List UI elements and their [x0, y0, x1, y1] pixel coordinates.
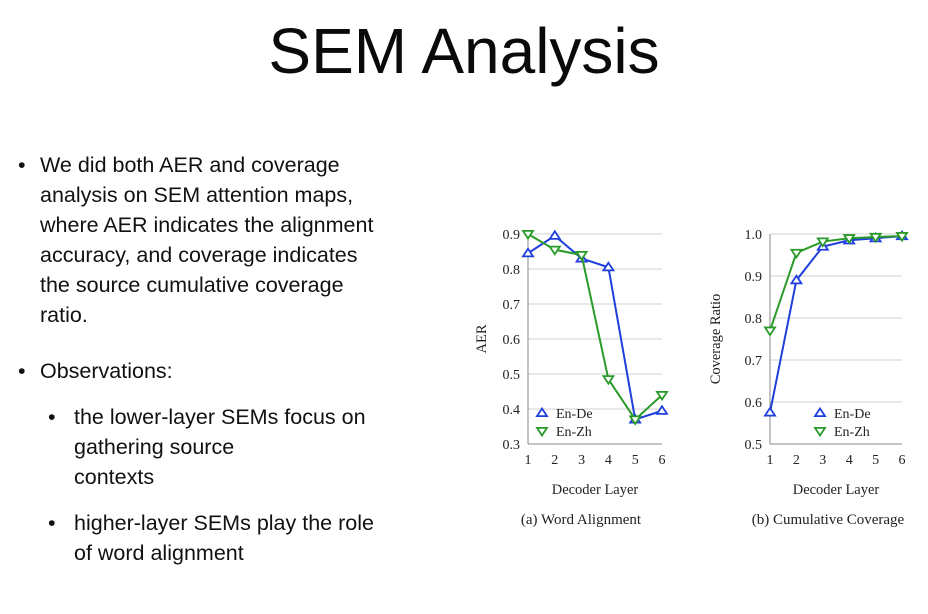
legend-marker-en-zh: [813, 426, 827, 438]
x-tick-label: 2: [793, 453, 800, 468]
legend-label-en-de: En-De: [556, 407, 593, 422]
data-point-en-zh: [868, 232, 883, 244]
data-point-en-zh: [521, 229, 535, 241]
legend-marker-en-zh: [535, 426, 549, 438]
y-tick-label: 0.7: [745, 354, 763, 369]
x-tick-label: 1: [767, 453, 774, 468]
data-point-en-zh: [763, 326, 777, 337]
sub-bullet-line: of word alignment: [74, 541, 244, 565]
x-tick-label: 3: [819, 453, 826, 468]
bullet-observations: Observations:: [18, 356, 458, 386]
x-tick-label: 5: [872, 453, 879, 468]
y-tick-label: 0.5: [503, 368, 521, 383]
series-line-en-de: [769, 235, 903, 413]
y-tick-label: 0.4: [503, 403, 521, 418]
series-line-en-de: [527, 234, 663, 421]
data-point-en-de: [763, 406, 777, 417]
sub-bullet-line: gathering source: [74, 435, 235, 459]
y-tick-label: 0.9: [745, 270, 763, 285]
x-axis-label: Decoder Layer: [793, 482, 880, 498]
legend-marker-en-de: [813, 406, 827, 418]
y-tick-label: 0.8: [503, 263, 521, 278]
x-tick-label: 5: [632, 453, 639, 468]
y-tick-label: 0.8: [745, 312, 763, 327]
chart-word-alignment: 0.3 0.4 0.5 0.6 0.7 0.8 0.9 1 2 3 4 5 6 Decoder Layer…: [474, 228, 669, 528]
data-point-en-zh: [842, 234, 856, 245]
x-tick-label: 6: [659, 453, 666, 468]
bullet-analysis-line: analysis on SEM attention maps,: [40, 183, 354, 207]
sub-bullet-lower-layer: the lower-layer SEMs focus on gathering …: [18, 402, 458, 492]
y-tick-label: 0.7: [503, 298, 521, 313]
x-tick-label: 4: [605, 453, 612, 468]
data-point-en-zh: [816, 237, 830, 248]
y-tick-label: 0.3: [503, 438, 521, 453]
sub-bullet-line: contexts: [74, 465, 155, 489]
x-tick-label: 1: [525, 453, 532, 468]
bullet-list: We did both AER and coverage analysis on…: [18, 150, 458, 568]
data-point-en-de: [548, 229, 562, 240]
chart-caption: (b) Cumulative Coverage: [752, 512, 905, 528]
x-tick-label: 6: [899, 453, 906, 468]
sub-bullet-higher-layer: higher-layer SEMs play the role of word …: [18, 508, 458, 568]
bullet-analysis-line: the source cumulative coverage: [40, 273, 344, 297]
y-tick-label: 0.6: [745, 396, 763, 411]
legend-label-en-de: En-De: [834, 407, 871, 422]
data-point-en-zh: [601, 375, 616, 386]
x-axis-label: Decoder Layer: [552, 482, 639, 498]
chart-caption: (a) Word Alignment: [521, 512, 642, 528]
y-tick-label: 0.5: [745, 438, 763, 453]
slide-title: SEM Analysis: [268, 15, 660, 87]
bullet-analysis-line: We did both AER and coverage: [40, 153, 340, 177]
y-tick-label: 0.6: [503, 333, 521, 348]
x-tick-label: 2: [551, 453, 558, 468]
y-tick-label: 0.9: [503, 228, 521, 243]
series-line-en-zh: [769, 235, 903, 331]
data-point-en-de: [601, 261, 616, 272]
sub-bullet-line: the lower-layer SEMs focus on: [74, 405, 366, 429]
data-point-en-zh: [628, 415, 642, 426]
data-point-en-zh: [789, 248, 804, 260]
data-point-en-de: [521, 247, 535, 258]
x-tick-label: 3: [578, 453, 585, 468]
x-tick-label: 4: [846, 453, 853, 468]
legend-marker-en-de: [535, 406, 549, 418]
bullet-analysis-line: ratio.: [40, 303, 88, 327]
bullet-analysis: We did both AER and coverage analysis on…: [18, 150, 458, 330]
y-axis-label: Coverage Ratio: [708, 294, 724, 385]
data-point-en-de: [789, 274, 804, 285]
data-point-en-zh: [655, 390, 669, 402]
legend-label-en-zh: En-Zh: [834, 425, 870, 440]
chart-cumulative-coverage: 0.5 0.6 0.7 0.8 0.9 1.0 1 2 3 4 5 6 Decoder Layer Cov…: [708, 228, 909, 528]
legend-label-en-zh: En-Zh: [556, 425, 592, 440]
bullet-analysis-line: accuracy, and coverage indicates: [40, 243, 358, 267]
bullet-analysis-line: where AER indicates the alignment: [40, 213, 374, 237]
bullet-observations-text: Observations:: [40, 359, 173, 383]
data-point-en-zh: [574, 250, 589, 262]
y-axis-label: AER: [474, 324, 490, 353]
data-point-en-zh: [548, 245, 562, 256]
data-point-en-de: [655, 404, 669, 415]
y-tick-label: 1.0: [745, 228, 763, 243]
data-point-en-zh: [895, 232, 909, 243]
sub-bullet-line: higher-layer SEMs play the role: [74, 511, 374, 535]
